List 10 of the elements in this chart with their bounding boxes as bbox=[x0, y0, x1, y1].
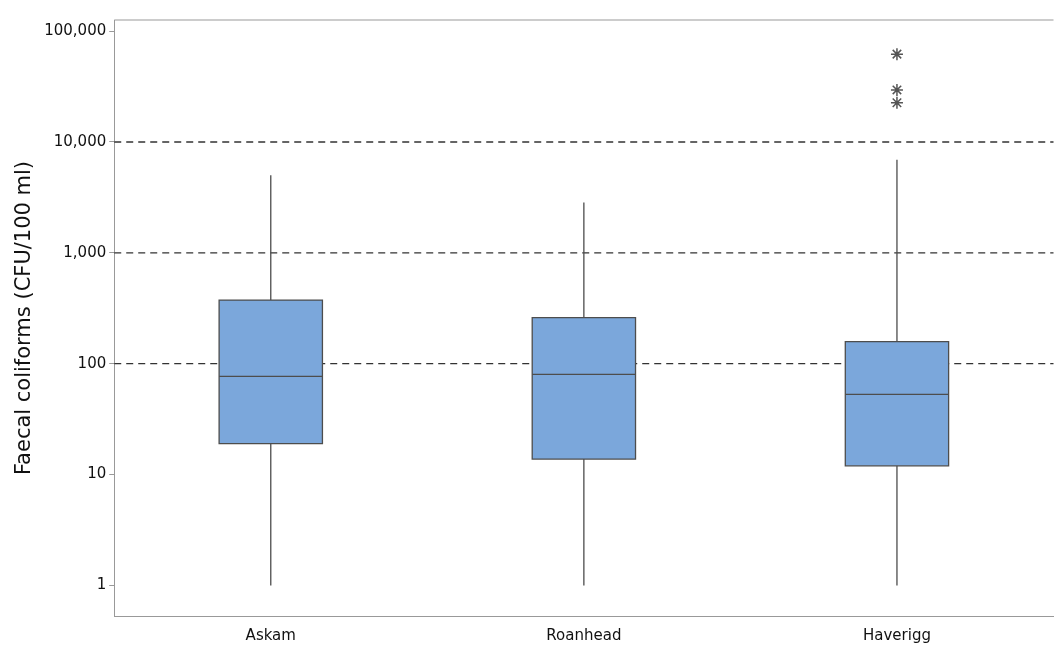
y-tick-label: 100 bbox=[77, 353, 107, 372]
y-tick-label: 1 bbox=[96, 575, 107, 594]
y-axis-title: Faecal coliforms (CFU/100 ml) bbox=[11, 160, 36, 476]
y-tick-label: 10,000 bbox=[53, 131, 107, 150]
y-tick-label: 100,000 bbox=[44, 21, 107, 40]
y-tick-label: 10 bbox=[87, 464, 107, 483]
y-tick-label: 1,000 bbox=[63, 242, 107, 261]
x-tick-label: Askam bbox=[245, 625, 296, 644]
x-tick-label: Haverigg bbox=[862, 625, 931, 644]
x-tick-label: Roanhead bbox=[546, 625, 622, 644]
